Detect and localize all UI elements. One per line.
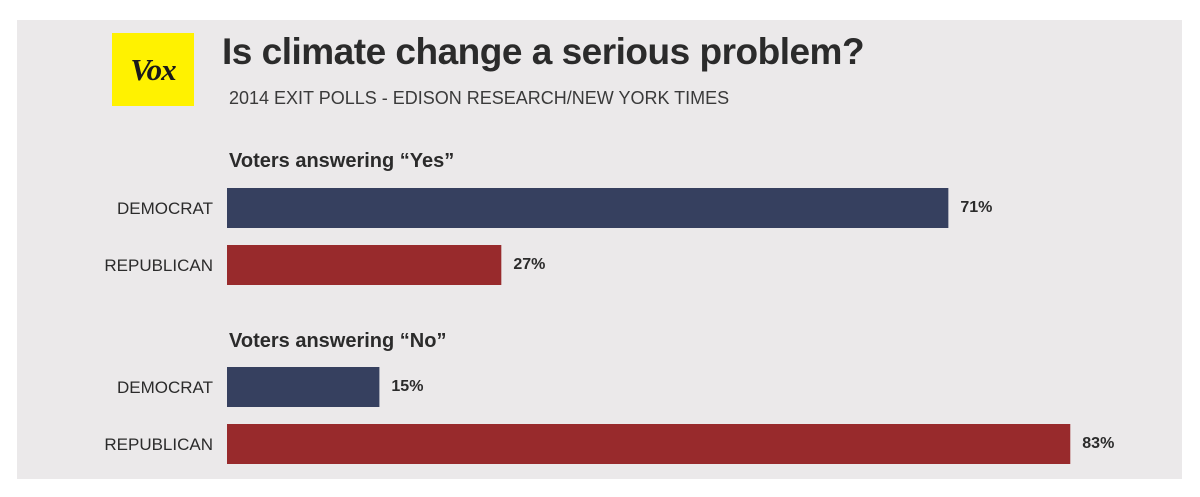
bar-no-republican bbox=[227, 424, 1071, 464]
chart-subtitle: 2014 EXIT POLLS - EDISON RESEARCH/NEW YO… bbox=[229, 88, 730, 108]
value-label-no-republican: 83% bbox=[1082, 435, 1114, 452]
category-label-yes-republican: REPUBLICAN bbox=[104, 256, 213, 275]
group-title-no: Voters answering “No” bbox=[229, 330, 447, 352]
vox-logo: Vox bbox=[112, 33, 194, 106]
bar-no-democrat bbox=[227, 367, 380, 407]
logo-text: Vox bbox=[130, 51, 176, 87]
bar-yes-republican bbox=[227, 245, 502, 285]
chart-title: Is climate change a serious problem? bbox=[222, 31, 865, 72]
category-label-no-democrat: DEMOCRAT bbox=[117, 378, 213, 397]
category-label-no-republican: REPUBLICAN bbox=[104, 435, 213, 454]
value-label-yes-republican: 27% bbox=[513, 256, 545, 273]
chart-panel bbox=[17, 20, 1182, 479]
value-label-no-democrat: 15% bbox=[391, 378, 423, 395]
group-title-yes: Voters answering “Yes” bbox=[229, 150, 455, 172]
bar-yes-democrat bbox=[227, 188, 949, 228]
category-label-yes-democrat: DEMOCRAT bbox=[117, 199, 213, 218]
value-label-yes-democrat: 71% bbox=[960, 199, 992, 216]
